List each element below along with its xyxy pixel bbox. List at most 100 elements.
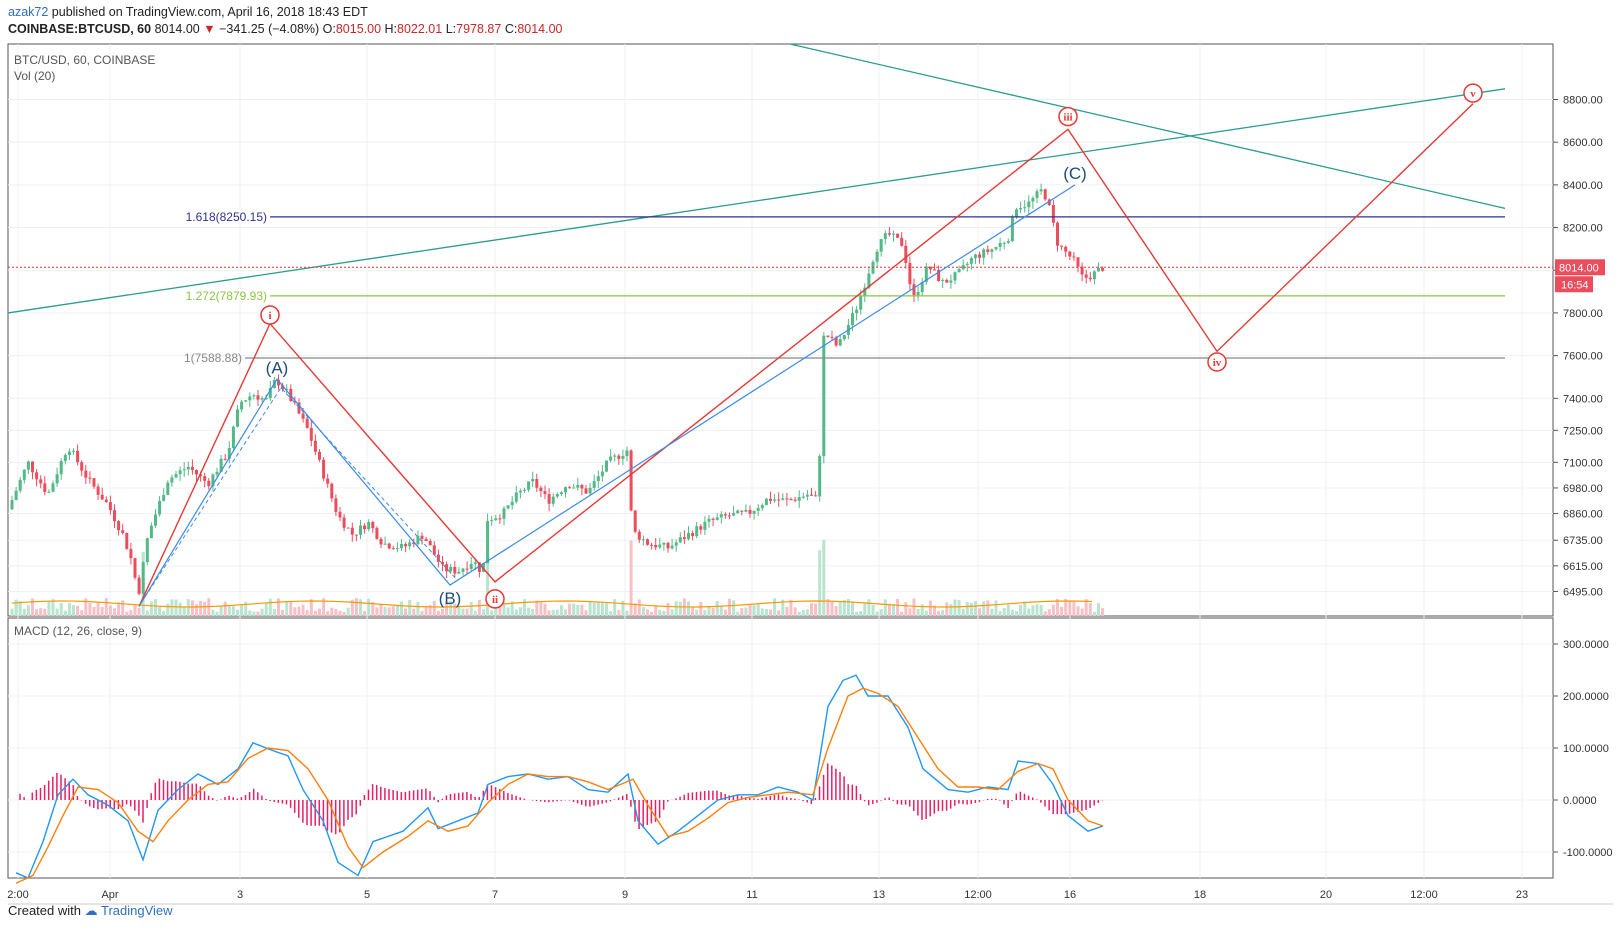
low-label: L:	[445, 22, 457, 36]
volume-bar	[810, 603, 813, 616]
candle-body	[350, 527, 354, 535]
volume-bar	[240, 604, 244, 616]
volume-bar	[137, 607, 141, 616]
tradingview-brand[interactable]: TradingView	[101, 903, 173, 918]
volume-bar	[547, 610, 551, 616]
candle-body	[957, 269, 961, 273]
candle-body	[748, 509, 752, 514]
candle-body	[424, 538, 428, 542]
time-tick-label: 12:00	[1410, 889, 1438, 901]
candle-body	[711, 518, 715, 520]
volume-bar	[482, 609, 485, 616]
volume-bar	[424, 605, 428, 616]
candle-body	[990, 249, 994, 252]
price-tick-label: 8200.00	[1563, 223, 1603, 235]
volume-bar	[551, 609, 555, 616]
candle-body	[133, 558, 137, 578]
candle-body	[842, 334, 846, 340]
candle-body	[1097, 267, 1100, 272]
candle-body	[293, 401, 297, 403]
volume-bar	[31, 598, 34, 616]
symbol-label[interactable]: COINBASE:BTCUSD, 60	[8, 22, 152, 36]
candle-body	[547, 494, 551, 504]
candle-body	[219, 458, 223, 472]
candle-body	[285, 388, 289, 390]
volume-bar	[617, 610, 621, 616]
candle-body	[596, 476, 600, 482]
volume-bar	[375, 607, 379, 616]
candle-body	[461, 568, 465, 572]
candle-body	[326, 478, 330, 484]
candle-body	[920, 282, 924, 293]
volume-bar	[436, 610, 440, 616]
candle-body	[523, 489, 526, 491]
volume-bar	[404, 608, 408, 616]
volume-bar	[432, 600, 436, 616]
open-label: O:	[322, 22, 336, 36]
volume-bar	[744, 607, 748, 616]
volume-bar	[801, 609, 805, 616]
volume-bar	[937, 611, 941, 616]
volume-ma-line	[11, 600, 1093, 608]
candle-body	[318, 451, 321, 460]
volume-bar	[756, 604, 760, 616]
candle-body	[55, 474, 59, 484]
volume-bar	[1064, 599, 1068, 616]
candle-body	[313, 440, 317, 452]
candle-body	[1068, 251, 1072, 257]
volume-bar	[912, 598, 916, 616]
volume-bar	[1027, 608, 1031, 616]
time-tick-label: 9	[622, 889, 628, 901]
candle-body	[928, 266, 932, 270]
volume-bar	[928, 600, 932, 616]
candle-body	[744, 509, 748, 512]
candle-body	[600, 471, 604, 477]
volume-bar	[256, 611, 260, 616]
author-link[interactable]: azak72	[8, 5, 49, 19]
volume-bar	[313, 610, 317, 616]
candle-body	[641, 539, 645, 541]
time-tick-label: 12:00	[964, 889, 992, 901]
volume-bar	[178, 602, 182, 616]
candle-body	[650, 544, 654, 546]
candle-body	[248, 396, 252, 401]
volume-bar	[691, 607, 695, 616]
candle-body	[367, 521, 371, 530]
volume-bar	[592, 602, 596, 616]
volume-bar	[961, 608, 965, 616]
candle-body	[572, 487, 576, 489]
volume-bar	[506, 607, 510, 616]
price-tick-label: 6495.00	[1563, 586, 1603, 598]
volume-bar	[1056, 598, 1059, 616]
wave-label-circle	[260, 305, 280, 325]
volume-bar	[662, 611, 666, 616]
candle-body	[1072, 256, 1076, 258]
candle-body	[420, 535, 424, 539]
volume-bar	[543, 603, 547, 616]
volume-bar	[88, 603, 92, 616]
candle-body	[268, 387, 272, 399]
volume-bar	[223, 601, 227, 616]
candle-body	[334, 498, 338, 512]
volume-bar	[805, 609, 809, 616]
candle-body	[514, 492, 518, 502]
candle-body	[100, 494, 104, 500]
wave-label-text: iv	[1213, 357, 1222, 369]
price-pane	[7, 43, 1554, 617]
candle-body	[400, 544, 403, 549]
published-text: published on TradingView.com, April 16, …	[51, 5, 368, 19]
last-price: 8014.00	[154, 22, 200, 36]
volume-legend: Vol (20)	[14, 69, 55, 83]
candle-body	[896, 233, 900, 238]
candle-body	[486, 521, 490, 564]
candle-body	[264, 398, 268, 400]
candle-body	[1076, 257, 1080, 267]
candle-body	[1031, 197, 1035, 202]
volume-bar	[674, 601, 678, 616]
volume-bar	[887, 603, 891, 616]
candle-body	[822, 335, 826, 457]
candle-body	[838, 339, 842, 346]
candle-body	[1092, 271, 1096, 280]
volume-bar	[441, 608, 444, 616]
